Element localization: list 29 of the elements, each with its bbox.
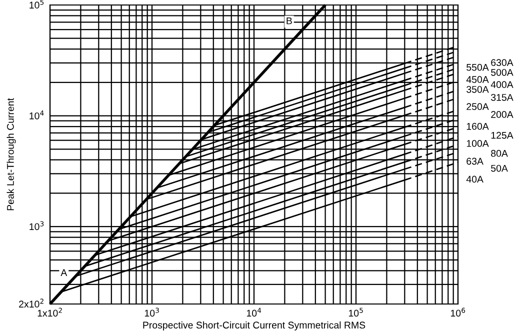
text: 450A — [466, 76, 489, 83]
y-tick-label: 2x10$^{2}$ — [19, 298, 44, 308]
text: 63A — [466, 158, 484, 165]
text: 350A — [466, 86, 489, 93]
text: 100A — [466, 140, 489, 147]
x-tick-label: 10$^{5}$ — [348, 308, 363, 317]
text: 80A — [491, 150, 508, 157]
text: 550A — [466, 64, 489, 71]
text: 200A — [491, 111, 514, 118]
text: 315A — [491, 94, 514, 101]
x-tick-label: 10$^{3}$ — [144, 308, 159, 317]
x-tick-label: 1x10$^{2}$ — [38, 308, 62, 317]
text: 160A — [466, 122, 489, 130]
text: 630A — [491, 59, 514, 66]
text: 400A — [490, 81, 514, 88]
text: 40A — [466, 176, 484, 183]
annotation: A — [60, 269, 68, 276]
y-tick-label: 10$^{4}$ — [30, 110, 44, 120]
text: 125A — [491, 132, 514, 139]
text: 500A — [491, 68, 514, 76]
x-axis-title: Prospective Short-Circuit Current Symmetrical RMS — [143, 321, 366, 330]
y-tick-label: 10$^{5}$ — [30, 0, 44, 9]
y-tick-label: 10$^{3}$ — [30, 221, 44, 230]
text: 250A — [466, 103, 489, 110]
x-tick-label: 10$^{6}$ — [450, 308, 466, 317]
text: 50A — [491, 164, 508, 172]
x-tick-label: 10$^{4}$ — [246, 308, 262, 317]
y-axis-title: Peak Let-Through Current — [6, 98, 16, 210]
annotation: B — [286, 17, 292, 24]
